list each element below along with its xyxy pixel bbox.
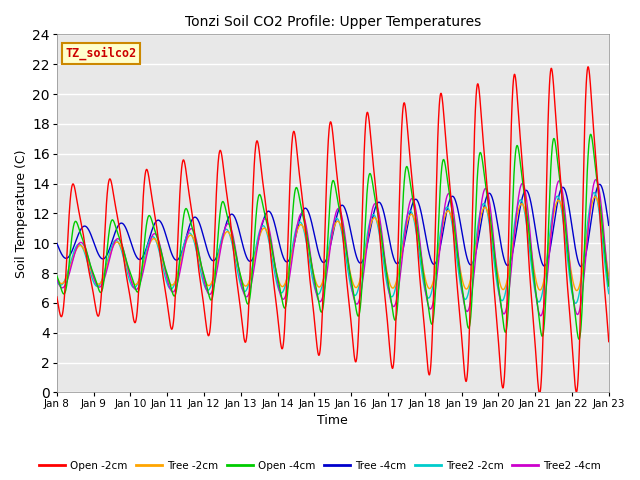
Line: Tree2 -2cm: Tree2 -2cm: [57, 192, 609, 303]
Text: TZ_soilco2: TZ_soilco2: [65, 47, 136, 60]
Open -2cm: [605, 339, 612, 345]
Open -2cm: [207, 319, 214, 325]
Tree -2cm: [556, 199, 564, 204]
Tree2 -2cm: [605, 291, 612, 297]
Tree -2cm: [572, 286, 579, 292]
Tree2 -2cm: [572, 300, 580, 306]
Open -2cm: [536, 391, 543, 396]
Tree -4cm: [605, 222, 612, 228]
Tree2 -2cm: [349, 289, 356, 295]
Open -4cm: [587, 132, 595, 137]
Tree2 -2cm: [556, 199, 564, 204]
Tree -2cm: [349, 279, 356, 285]
Tree -2cm: [573, 288, 580, 293]
Line: Tree2 -4cm: Tree2 -4cm: [57, 180, 609, 316]
Tree -4cm: [493, 218, 501, 224]
Tree2 -4cm: [592, 177, 600, 182]
Open -2cm: [493, 320, 501, 326]
Tree -4cm: [53, 240, 61, 246]
Tree -2cm: [53, 275, 61, 281]
Title: Tonzi Soil CO2 Profile: Upper Temperatures: Tonzi Soil CO2 Profile: Upper Temperatur…: [185, 15, 481, 29]
Tree2 -4cm: [605, 283, 612, 288]
Tree -4cm: [349, 238, 356, 243]
Tree -2cm: [493, 266, 501, 272]
Tree -4cm: [361, 253, 369, 259]
Open -4cm: [493, 273, 501, 279]
Line: Open -4cm: Open -4cm: [57, 134, 609, 339]
Tree2 -4cm: [361, 263, 369, 269]
Tree2 -2cm: [572, 300, 579, 306]
X-axis label: Time: Time: [317, 414, 348, 427]
Line: Tree -2cm: Tree -2cm: [57, 197, 609, 290]
Tree2 -2cm: [53, 278, 61, 284]
Open -2cm: [361, 139, 369, 144]
Tree -4cm: [572, 245, 579, 251]
Open -2cm: [53, 294, 61, 300]
Tree2 -4cm: [349, 289, 356, 295]
Tree -2cm: [591, 194, 599, 200]
Tree2 -4cm: [572, 308, 579, 314]
Open -4cm: [349, 285, 356, 291]
Tree2 -2cm: [207, 284, 214, 289]
Open -2cm: [349, 337, 356, 343]
Tree -4cm: [596, 181, 604, 187]
Tree -2cm: [361, 253, 369, 259]
Open -4cm: [53, 273, 61, 279]
Tree2 -4cm: [493, 272, 501, 278]
Tree2 -2cm: [493, 281, 501, 287]
Tree -2cm: [207, 281, 214, 287]
Open -2cm: [556, 170, 564, 176]
Open -4cm: [361, 231, 369, 237]
Tree2 -4cm: [207, 291, 214, 297]
Line: Tree -4cm: Tree -4cm: [57, 184, 609, 267]
Open -2cm: [584, 64, 592, 70]
Tree -4cm: [207, 256, 214, 262]
Open -2cm: [572, 386, 579, 392]
Tree2 -2cm: [590, 190, 598, 195]
Open -4cm: [575, 336, 583, 342]
Tree2 -2cm: [361, 249, 369, 255]
Open -4cm: [556, 178, 564, 184]
Line: Open -2cm: Open -2cm: [57, 67, 609, 394]
Tree2 -4cm: [53, 276, 61, 282]
Tree -4cm: [556, 189, 564, 195]
Tree2 -4cm: [556, 179, 564, 185]
Tree -4cm: [577, 264, 585, 270]
Open -4cm: [572, 312, 579, 318]
Open -4cm: [605, 283, 612, 289]
Legend: Open -2cm, Tree -2cm, Open -4cm, Tree -4cm, Tree2 -2cm, Tree2 -4cm: Open -2cm, Tree -2cm, Open -4cm, Tree -4…: [35, 456, 605, 475]
Y-axis label: Soil Temperature (C): Soil Temperature (C): [15, 149, 28, 277]
Tree -2cm: [605, 273, 612, 279]
Tree2 -4cm: [537, 313, 545, 319]
Open -4cm: [207, 297, 214, 303]
